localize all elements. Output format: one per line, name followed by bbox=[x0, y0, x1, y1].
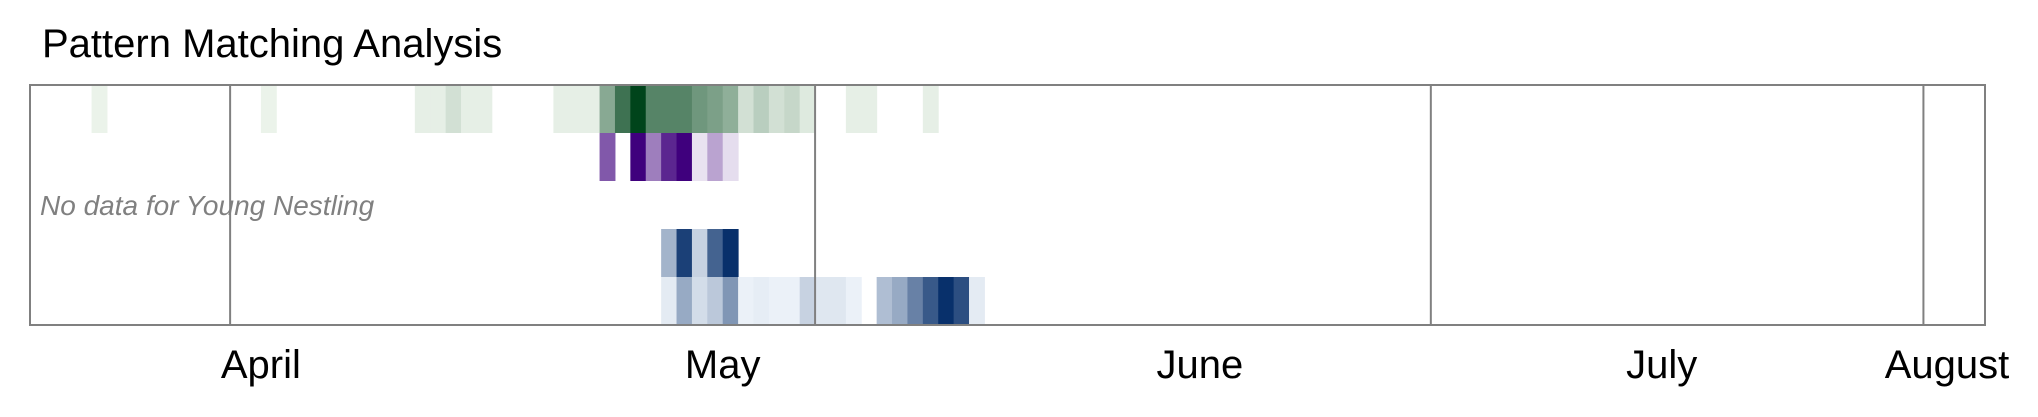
heatmap-cell bbox=[845, 277, 862, 325]
heatmap-cell bbox=[722, 133, 739, 181]
heatmap-cell bbox=[476, 85, 493, 133]
heatmap-cell bbox=[599, 85, 616, 133]
heatmap-cell bbox=[707, 277, 724, 325]
heatmap-cell bbox=[753, 277, 770, 325]
heatmap-cell bbox=[922, 277, 939, 325]
month-tick-label: July bbox=[1626, 343, 1697, 387]
heatmap-cell bbox=[815, 277, 831, 325]
heatmap-cells: No data for Young Nestling bbox=[40, 85, 985, 325]
plot-frame bbox=[29, 84, 1986, 326]
heatmap-cell bbox=[414, 85, 431, 133]
heatmap-cell bbox=[876, 277, 893, 325]
heatmap-cell bbox=[461, 85, 477, 133]
heatmap-cell bbox=[691, 277, 708, 325]
heatmap-cell bbox=[768, 277, 785, 325]
heatmap-cell bbox=[645, 85, 662, 133]
heatmap-cell bbox=[676, 133, 693, 181]
heatmap-cell bbox=[630, 133, 647, 181]
heatmap-cell bbox=[260, 85, 277, 133]
heatmap-cell bbox=[722, 229, 739, 277]
heatmap-cell bbox=[861, 85, 878, 133]
month-tick-label: June bbox=[1157, 343, 1244, 387]
heatmap-cell bbox=[553, 85, 570, 133]
heatmap-cell bbox=[91, 85, 108, 133]
heatmap-cell bbox=[892, 277, 908, 325]
heatmap-cell bbox=[676, 229, 693, 277]
heatmap-cell bbox=[707, 229, 724, 277]
heatmap-cell bbox=[722, 85, 739, 133]
heatmap-cell bbox=[722, 277, 739, 325]
month-tick-label: August bbox=[1885, 343, 2010, 387]
axis-labels: April May June July August bbox=[221, 343, 2009, 387]
heatmap-cell bbox=[691, 133, 708, 181]
heatmap-cell bbox=[584, 85, 601, 133]
heatmap-cell bbox=[953, 277, 970, 325]
heatmap-cell bbox=[661, 277, 678, 325]
heatmap-cell bbox=[753, 85, 770, 133]
heatmap-cell bbox=[691, 229, 708, 277]
heatmap-cell bbox=[938, 277, 955, 325]
heatmap-cell bbox=[907, 277, 924, 325]
heatmap-cell bbox=[784, 277, 801, 325]
heatmap-cell bbox=[661, 133, 678, 181]
heatmap-cell bbox=[922, 85, 939, 133]
heatmap-cell bbox=[768, 85, 785, 133]
heatmap-cell bbox=[784, 85, 801, 133]
heatmap-cell bbox=[845, 85, 862, 133]
month-tick-label: April bbox=[221, 343, 301, 387]
heatmap-cell bbox=[691, 85, 708, 133]
heatmap-cell bbox=[645, 133, 662, 181]
heatmap-cell bbox=[568, 85, 585, 133]
heatmap-cell bbox=[799, 85, 816, 133]
heatmap-cell bbox=[830, 277, 847, 325]
heatmap-cell bbox=[676, 277, 693, 325]
chart-title: Pattern Matching Analysis bbox=[42, 22, 503, 66]
month-tick-label: May bbox=[685, 343, 761, 387]
heatmap-cell bbox=[661, 85, 678, 133]
heatmap-cell bbox=[738, 277, 755, 325]
heatmap-cell bbox=[676, 85, 693, 133]
heatmap-cell bbox=[630, 85, 647, 133]
heatmap-cell bbox=[799, 277, 816, 325]
heatmap-cell bbox=[599, 133, 616, 181]
heatmap-cell bbox=[661, 229, 678, 277]
heatmap-cell bbox=[614, 85, 631, 133]
vertical-markers bbox=[229, 85, 1925, 325]
heatmap-cell bbox=[707, 133, 724, 181]
heatmap-cell bbox=[707, 85, 724, 133]
heatmap-cell bbox=[445, 85, 462, 133]
heatmap-cell bbox=[969, 277, 985, 325]
no-data-label: No data for Young Nestling bbox=[40, 190, 375, 221]
heatmap-cell bbox=[738, 85, 755, 133]
heatmap-cell bbox=[430, 85, 447, 133]
